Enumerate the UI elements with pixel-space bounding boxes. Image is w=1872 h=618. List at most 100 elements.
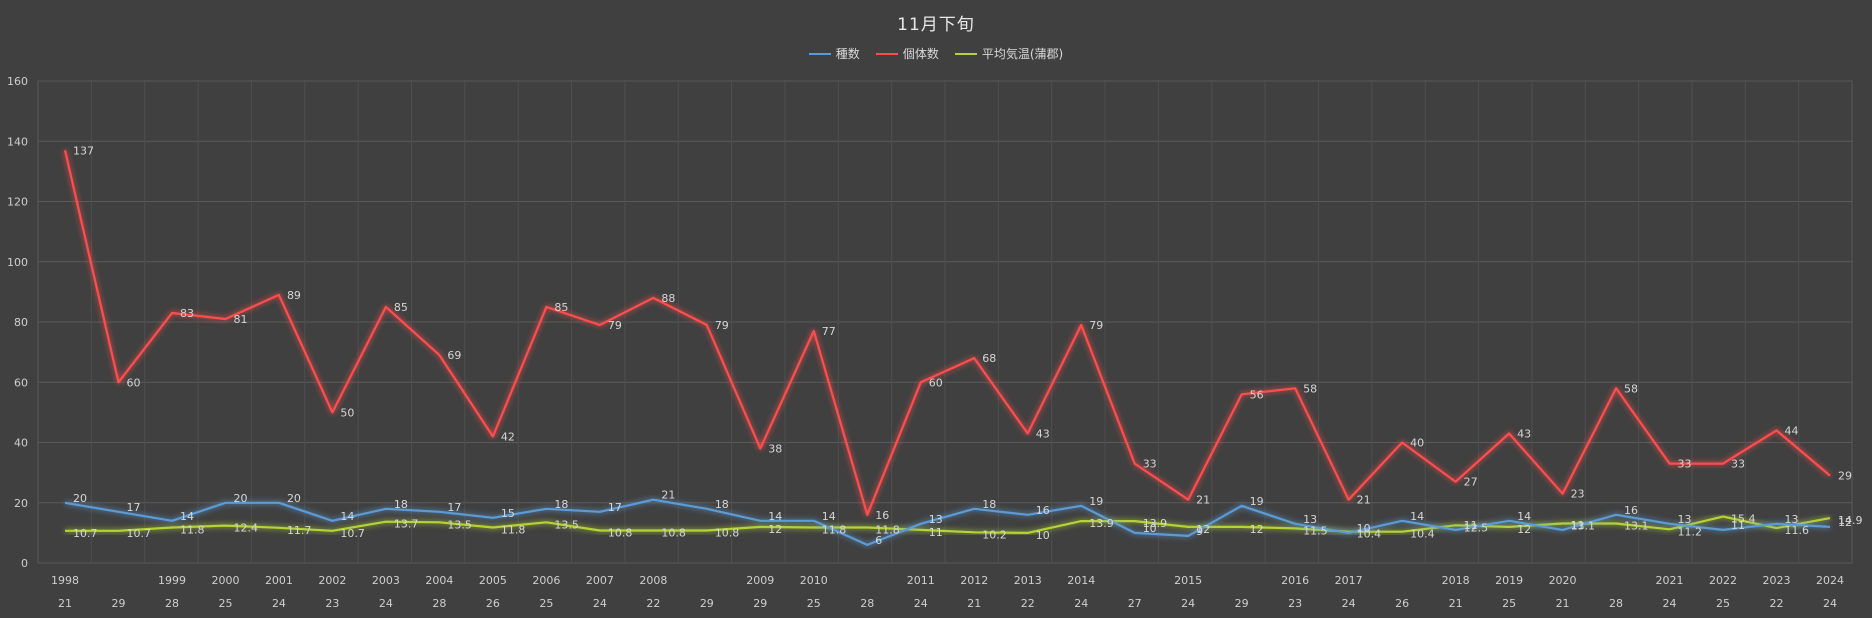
x-day-label: 21: [58, 597, 72, 610]
data-label-2: 11.8: [180, 523, 205, 536]
series-line-0: [64, 498, 1831, 547]
data-label-2: 12.5: [1464, 521, 1489, 534]
data-label-0: 13: [1303, 513, 1317, 526]
data-label-0: 13: [1678, 513, 1692, 526]
x-day-label: 25: [1502, 597, 1516, 610]
x-day-label: 29: [700, 597, 714, 610]
data-label-0: 18: [554, 498, 568, 511]
data-label-0: 11: [1731, 519, 1745, 532]
x-year-label: 2022: [1709, 574, 1737, 587]
x-day-label: 24: [1663, 597, 1677, 610]
x-day-label: 25: [218, 597, 232, 610]
data-label-1: 23: [1571, 488, 1585, 501]
data-label-1: 21: [1196, 494, 1210, 507]
x-year-label: 2008: [639, 574, 667, 587]
data-label-2: 12: [1250, 523, 1264, 536]
x-day-label: 26: [1395, 597, 1409, 610]
y-tick-label: 40: [14, 437, 28, 450]
x-year-label: 2013: [1014, 574, 1042, 587]
data-label-0: 18: [394, 498, 408, 511]
x-year-label: 2019: [1495, 574, 1523, 587]
data-label-1: 85: [394, 301, 408, 314]
legend-label-temperature: 平均気温(蒲郡): [981, 47, 1064, 61]
x-year-label: 2011: [907, 574, 935, 587]
x-day-label: 24: [1181, 597, 1195, 610]
data-label-2: 13.5: [447, 518, 472, 531]
x-day-label: 28: [432, 597, 446, 610]
x-year-label: 2014: [1067, 574, 1095, 587]
data-label-2: 10: [1036, 529, 1050, 542]
data-label-0: 15: [501, 507, 515, 520]
data-label-0: 14: [180, 510, 194, 523]
data-label-2: 11.8: [501, 523, 526, 536]
x-day-label: 25: [807, 597, 821, 610]
data-label-2: 13.9: [1143, 517, 1168, 530]
data-label-0: 20: [73, 492, 87, 505]
y-tick-label: 20: [14, 497, 28, 510]
data-label-2: 11.5: [1303, 524, 1328, 537]
x-year-label: 2024: [1816, 574, 1844, 587]
legend-swatch-species: [808, 52, 831, 55]
legend: 種数 個体数 平均気温(蒲郡): [0, 45, 1872, 62]
data-label-2: 10.8: [661, 526, 686, 539]
data-label-1: 29: [1838, 470, 1852, 483]
x-year-label: 1998: [51, 574, 79, 587]
legend-label-individuals: 個体数: [902, 47, 939, 61]
x-day-label: 25: [539, 597, 553, 610]
y-tick-label: 80: [14, 316, 28, 329]
x-year-label: 2005: [479, 574, 507, 587]
data-label-0: 13: [929, 513, 943, 526]
x-day-label: 28: [1609, 597, 1623, 610]
x-year-label: 2003: [372, 574, 400, 587]
x-year-label: 2012: [960, 574, 988, 587]
data-label-2: 11.8: [822, 523, 847, 536]
data-label-1: 50: [340, 406, 354, 419]
x-year-label: 2016: [1281, 574, 1309, 587]
series-line-1: [63, 150, 1831, 516]
data-label-1: 137: [73, 144, 94, 157]
data-label-1: 56: [1250, 388, 1264, 401]
data-label-2: 10.7: [126, 527, 151, 540]
data-label-2: 10.7: [73, 527, 98, 540]
data-label-0: 14: [822, 510, 836, 523]
data-label-1: 33: [1731, 458, 1745, 471]
data-label-2: 10.8: [608, 526, 633, 539]
data-label-0: 14: [768, 510, 782, 523]
x-day-label: 22: [1770, 597, 1784, 610]
data-label-2: 12: [1517, 523, 1531, 536]
data-label-2: 15.4: [1731, 513, 1756, 526]
x-year-label: 2021: [1656, 574, 1684, 587]
data-label-0: 12: [1838, 516, 1852, 529]
x-year-label: 2001: [265, 574, 293, 587]
data-label-2: 14.9: [1838, 514, 1863, 527]
legend-label-species: 種数: [835, 47, 860, 61]
data-label-2: 12.4: [233, 522, 257, 535]
data-label-1: 60: [929, 376, 943, 389]
data-label-1: 43: [1517, 427, 1531, 440]
data-label-1: 33: [1678, 458, 1692, 471]
data-label-0: 20: [287, 492, 301, 505]
plot-border: [37, 80, 1853, 564]
x-day-label: 24: [1342, 597, 1356, 610]
data-label-0: 19: [1089, 495, 1103, 508]
data-label-1: 16: [875, 509, 889, 522]
x-year-label: 2015: [1174, 574, 1202, 587]
y-tick-label: 100: [7, 256, 28, 269]
x-year-label: 2020: [1549, 574, 1577, 587]
x-year-label: 2002: [318, 574, 346, 587]
data-label-1: 85: [554, 301, 568, 314]
data-label-1: 69: [447, 349, 461, 362]
data-label-2: 10.8: [715, 526, 740, 539]
x-year-label: 2010: [800, 574, 828, 587]
x-day-label: 29: [753, 597, 767, 610]
data-label-1: 83: [180, 307, 194, 320]
data-label-1: 89: [287, 289, 301, 302]
data-label-2: 10.4: [1410, 528, 1435, 541]
data-label-1: 40: [1410, 437, 1424, 450]
data-label-0: 17: [608, 501, 622, 514]
data-label-1: 79: [715, 319, 729, 332]
x-day-label: 21: [1556, 597, 1570, 610]
data-label-2: 13.1: [1571, 520, 1596, 533]
x-day-label: 24: [1823, 597, 1837, 610]
